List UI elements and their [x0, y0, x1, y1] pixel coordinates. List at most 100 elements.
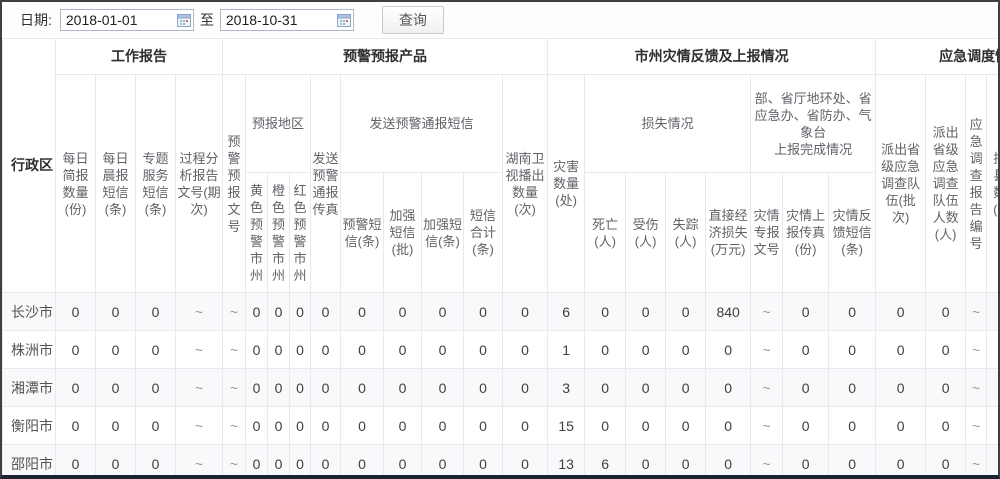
table-cell: 0 — [289, 292, 311, 331]
table-cell: 0 — [828, 406, 877, 445]
table-row: 株洲市 0 0 0 ~ ~0 0 0 0 0 0 0 0 0 1 0 0 0 0 ~0 0 0 0 ~ — [2, 330, 998, 369]
table-cell: 0 — [245, 292, 268, 331]
group-report-completion: 部、省厅地环处、省应急办、省防办、气象台 上报完成情况 — [750, 74, 877, 173]
table-cell: 0 — [828, 330, 877, 369]
table-cell: 0 — [665, 292, 707, 331]
table-cell: 0 — [267, 368, 290, 407]
table-cell: 0 — [340, 292, 384, 331]
table-cell: ~ — [175, 368, 223, 407]
group-warning-forecast-products: 预警预报产品 — [221, 38, 549, 75]
table-cell: 0 — [340, 406, 384, 445]
calendar-icon[interactable] — [336, 13, 351, 27]
calendar-icon[interactable] — [176, 13, 191, 27]
table-cell: 0 — [55, 330, 96, 369]
group-emergency-dispatch: 应急调度情况 — [875, 38, 998, 75]
table-cell: 0 — [55, 368, 96, 407]
col-orange-warning: 橙色预警市州 — [267, 172, 290, 293]
table-cell: 0 — [463, 444, 503, 475]
col-warning-report-fax: 发送预警通报传真 — [310, 74, 341, 293]
table-cell: 0 — [501, 292, 549, 331]
table-cell: ~ — [222, 368, 246, 407]
table-cell: 0 — [925, 444, 967, 475]
col-warning-sms: 预警短信(条) — [340, 172, 384, 293]
table-cell: 0 — [625, 292, 667, 331]
table-cell: 3 — [547, 368, 586, 407]
col-disaster-report-fax: 灾情上报传真(份) — [782, 172, 830, 293]
col-clipped-county-count: 排查县区数量(个) — [986, 74, 998, 293]
table-cell: 840 — [705, 292, 752, 331]
table-cell: ~ — [750, 292, 784, 331]
group-warning-report-sms: 发送预警通报短信 — [340, 74, 503, 173]
table-cell: ~ — [965, 292, 988, 331]
table-cell: 0 — [421, 406, 464, 445]
table-cell: 0 — [421, 368, 464, 407]
table-cell: ~ — [175, 330, 223, 369]
table-cell: ~ — [750, 368, 784, 407]
col-disaster-report-no: 灾情专报文号 — [750, 172, 784, 293]
table-cell: 0 — [665, 406, 707, 445]
table-cell: 0 — [625, 406, 667, 445]
table-cell: 0 — [383, 444, 422, 475]
col-deaths: 死亡(人) — [584, 172, 627, 293]
table-cell: 0 — [925, 406, 967, 445]
table-cell: 0 — [383, 406, 422, 445]
col-dispatched-team-people: 派出省级应急调查队伍人数(人) — [925, 74, 967, 293]
table-cell: 0 — [421, 330, 464, 369]
col-daily-brief-count: 每日简报数量(份) — [55, 74, 96, 293]
table-cell: 0 — [625, 444, 667, 475]
col-dispatched-team-batches: 派出省级应急调查队伍(批次) — [875, 74, 927, 293]
table-cell-clipped — [986, 444, 998, 475]
table-cell: 0 — [463, 292, 503, 331]
table-cell: 0 — [875, 292, 927, 331]
table-cell: 0 — [584, 406, 627, 445]
table-cell: ~ — [965, 406, 988, 445]
col-injured: 受伤(人) — [625, 172, 667, 293]
table-cell: 0 — [501, 444, 549, 475]
query-button[interactable]: 查询 — [381, 6, 444, 34]
table-cell-clipped — [986, 406, 998, 445]
table-cell: 0 — [340, 368, 384, 407]
table-cell: 0 — [925, 368, 967, 407]
table-cell: 0 — [782, 292, 830, 331]
table-cell: 0 — [501, 406, 549, 445]
table-cell: 0 — [289, 368, 311, 407]
table-cell: 0 — [463, 330, 503, 369]
table-cell: 0 — [705, 406, 752, 445]
table-cell: ~ — [965, 330, 988, 369]
table-cell: 0 — [95, 368, 136, 407]
table-cell: ~ — [222, 292, 246, 331]
table-cell: 0 — [584, 368, 627, 407]
group-work-report: 工作报告 — [55, 38, 223, 75]
table-cell: 0 — [875, 444, 927, 475]
group-forecast-region: 预报地区 — [245, 74, 311, 173]
table-cell: 0 — [925, 330, 967, 369]
table-cell: 0 — [705, 444, 752, 475]
region-cell: 邵阳市 — [2, 444, 56, 475]
table-cell: 0 — [267, 330, 290, 369]
date-to-input[interactable] — [219, 9, 354, 31]
table-cell: 0 — [665, 330, 707, 369]
table-cell: 0 — [95, 330, 136, 369]
col-missing: 失踪(人) — [665, 172, 707, 293]
table-cell: 0 — [875, 330, 927, 369]
table-body: 长沙市 0 0 0 ~ ~0 0 0 0 0 0 0 0 0 6 0 0 0 840 ~0 0 0 0 ~ 株洲市 0 0 0 ~ ~0 0… — [2, 292, 998, 475]
table-cell: 0 — [245, 444, 268, 475]
table-cell: 0 — [310, 444, 341, 475]
table-cell: 0 — [828, 368, 877, 407]
col-disaster-count: 灾害数量(处) — [547, 74, 586, 293]
table-cell: 0 — [705, 368, 752, 407]
date-label: 日期: — [20, 12, 52, 28]
date-range-separator: 至 — [199, 12, 214, 28]
col-warning-forecast-no: 预警预报文号 — [222, 74, 246, 293]
table-cell: 0 — [625, 330, 667, 369]
table-cell: ~ — [750, 406, 784, 445]
table-cell: 0 — [135, 406, 176, 445]
table-cell: 0 — [267, 292, 290, 331]
table-cell: 0 — [310, 292, 341, 331]
col-survey-report-no: 应急调查报告编号 — [965, 74, 988, 293]
table-cell: ~ — [222, 444, 246, 475]
table-cell: 0 — [421, 444, 464, 475]
table-cell: 0 — [245, 368, 268, 407]
date-from-input[interactable] — [59, 9, 194, 31]
table-cell: 15 — [547, 406, 586, 445]
